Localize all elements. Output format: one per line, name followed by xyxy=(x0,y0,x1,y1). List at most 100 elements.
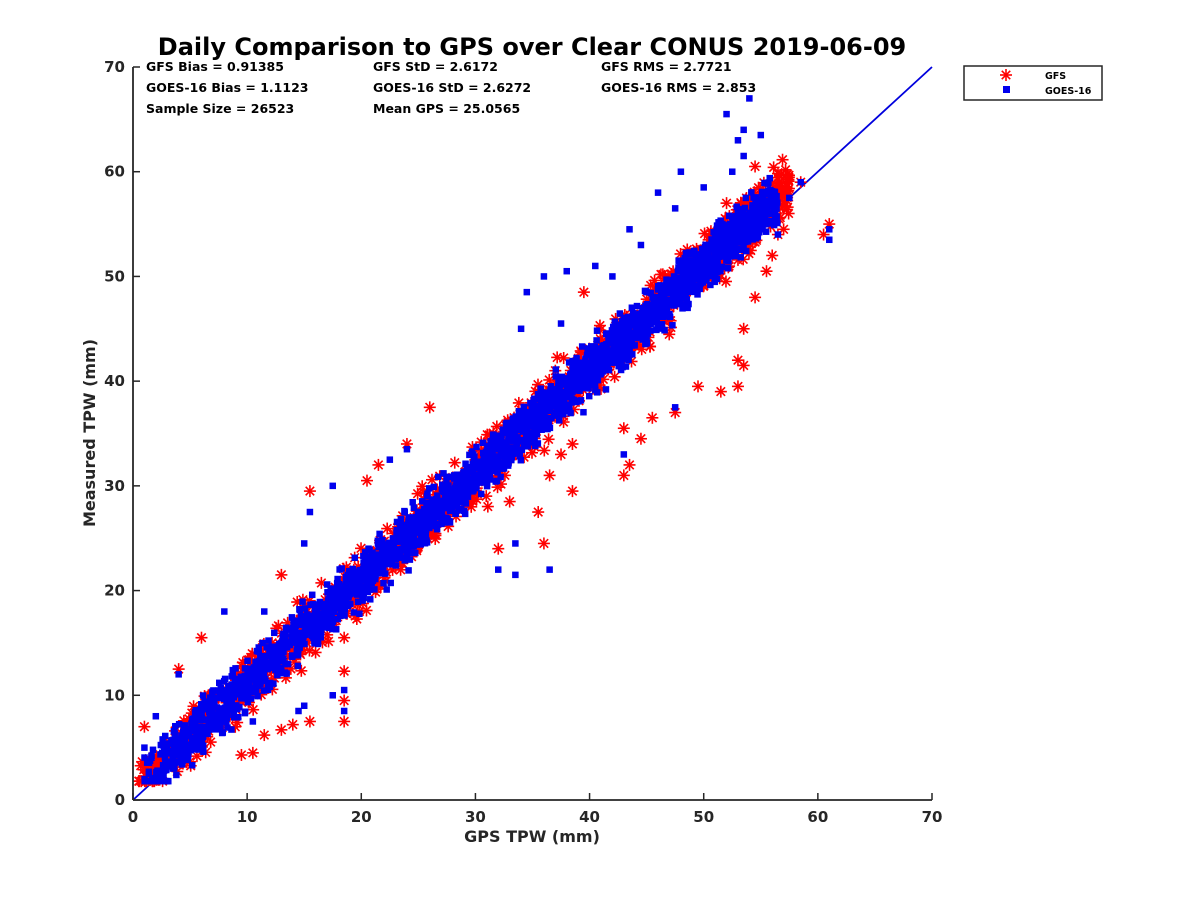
data-point xyxy=(642,340,649,348)
data-point xyxy=(228,726,235,733)
data-point xyxy=(401,531,408,538)
data-point xyxy=(407,529,415,536)
data-point xyxy=(530,418,537,426)
data-point xyxy=(223,711,231,718)
data-point xyxy=(361,587,369,594)
data-point xyxy=(438,508,446,516)
data-point xyxy=(440,470,447,477)
data-point xyxy=(500,452,508,460)
data-point xyxy=(360,604,373,617)
data-point xyxy=(324,597,332,605)
data-point xyxy=(755,228,763,236)
data-point xyxy=(729,247,736,254)
data-point xyxy=(385,544,392,552)
data-point xyxy=(370,567,377,575)
data-point xyxy=(342,573,350,581)
data-point xyxy=(609,323,617,331)
data-point xyxy=(556,387,563,395)
data-point xyxy=(301,628,309,635)
data-point xyxy=(178,753,185,760)
data-point xyxy=(371,586,378,593)
data-point xyxy=(516,418,524,426)
data-point xyxy=(165,763,172,770)
data-point xyxy=(611,318,619,325)
data-point xyxy=(215,712,223,720)
data-point xyxy=(331,598,339,605)
data-point xyxy=(742,247,750,255)
data-point xyxy=(615,340,623,347)
x-tick-label: 50 xyxy=(693,808,714,826)
data-point xyxy=(718,251,725,259)
data-point xyxy=(642,302,649,310)
data-point xyxy=(261,653,268,660)
data-point xyxy=(159,736,166,743)
data-point xyxy=(585,392,593,400)
x-tick-label: 70 xyxy=(922,808,943,826)
data-point xyxy=(555,417,563,424)
data-point xyxy=(761,212,768,220)
data-point xyxy=(366,586,373,593)
data-point xyxy=(405,567,412,574)
data-point xyxy=(232,665,239,672)
data-point xyxy=(598,349,606,356)
data-point xyxy=(550,389,558,397)
data-point xyxy=(373,561,380,569)
data-point xyxy=(399,545,407,553)
data-point xyxy=(615,347,623,354)
data-point xyxy=(737,216,744,224)
data-point xyxy=(329,618,337,625)
data-point xyxy=(617,357,625,365)
data-point xyxy=(826,236,833,244)
data-point xyxy=(487,463,495,470)
data-point xyxy=(338,595,346,603)
data-point xyxy=(527,399,534,407)
data-point xyxy=(637,241,645,249)
data-point xyxy=(443,502,451,510)
data-point xyxy=(573,397,580,405)
data-point xyxy=(143,759,151,766)
data-point xyxy=(707,281,714,289)
data-point xyxy=(666,313,674,321)
data-point xyxy=(470,472,477,480)
data-point xyxy=(428,520,436,528)
data-point xyxy=(708,272,715,280)
data-point xyxy=(734,209,742,216)
data-point xyxy=(550,410,558,417)
data-point xyxy=(348,576,356,583)
data-point xyxy=(436,513,443,521)
data-point xyxy=(705,255,712,262)
stat-text: GOES-16 RMS = 2.853 xyxy=(601,80,756,95)
data-point xyxy=(171,758,179,766)
data-point xyxy=(559,410,567,418)
data-point xyxy=(184,750,191,757)
data-point xyxy=(368,550,376,557)
x-tick-label: 10 xyxy=(237,808,258,826)
data-point xyxy=(592,262,599,270)
data-point xyxy=(463,479,470,486)
data-point xyxy=(760,265,773,278)
data-point xyxy=(606,331,614,339)
data-point xyxy=(438,485,446,493)
data-point xyxy=(682,249,690,257)
data-point xyxy=(522,418,529,425)
data-point xyxy=(453,477,460,484)
data-point xyxy=(486,476,494,483)
data-point xyxy=(272,664,280,672)
data-point xyxy=(374,540,382,547)
data-point xyxy=(312,626,319,634)
data-point xyxy=(586,346,593,353)
data-point xyxy=(544,423,552,430)
data-point xyxy=(779,182,792,195)
data-point xyxy=(401,557,408,564)
data-point xyxy=(340,707,348,715)
data-point xyxy=(361,549,369,556)
data-point xyxy=(289,653,296,660)
data-point xyxy=(160,773,167,781)
data-point xyxy=(344,586,351,594)
data-point xyxy=(751,212,758,220)
data-point xyxy=(564,401,571,409)
data-point xyxy=(520,440,528,448)
data-point xyxy=(620,317,627,325)
data-point xyxy=(448,492,455,500)
y-axis-ticks: 0 10 20 30 40 50 60 70 xyxy=(104,58,140,809)
